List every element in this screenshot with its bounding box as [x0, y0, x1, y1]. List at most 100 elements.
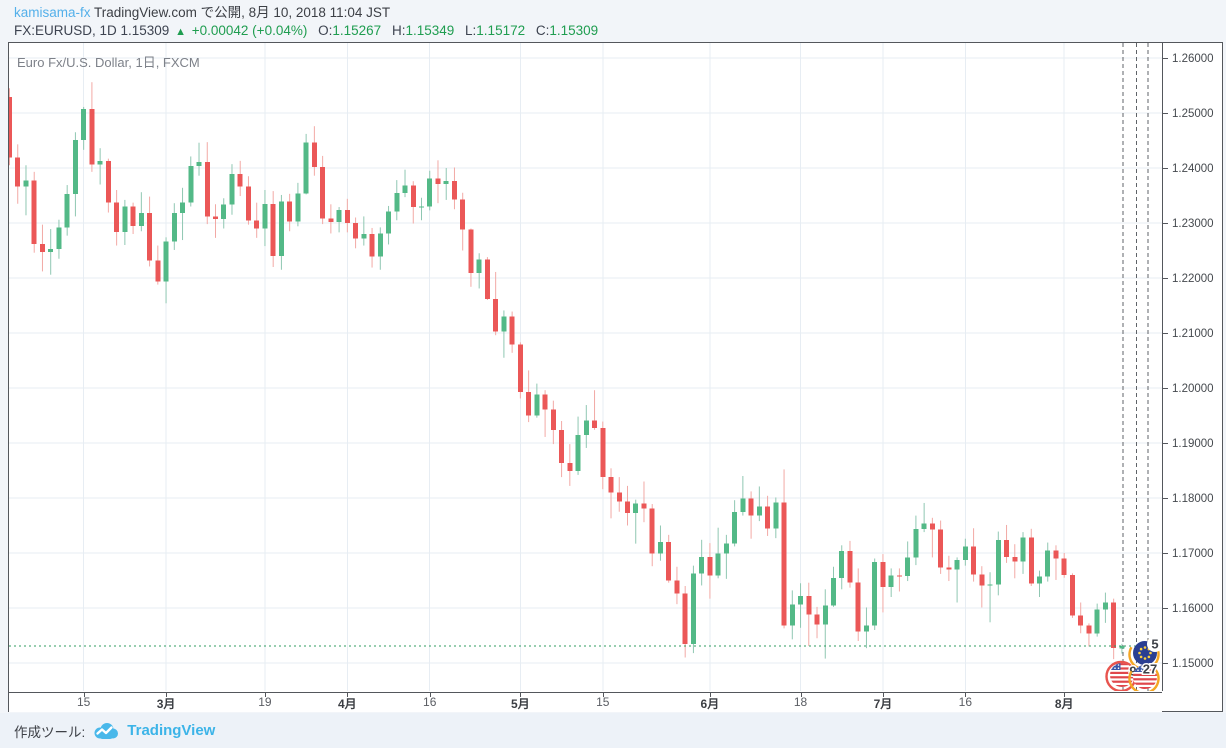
candle-body	[781, 502, 787, 626]
candle-body	[476, 259, 482, 274]
candle-body	[633, 503, 639, 513]
candle-body	[155, 260, 161, 282]
candle-body	[674, 580, 680, 594]
candle-body	[567, 462, 573, 472]
up-arrow-icon: ▲	[175, 26, 186, 38]
candle-body	[56, 227, 62, 249]
candle-body	[1045, 550, 1051, 577]
candle-body	[1102, 602, 1108, 610]
candle-body	[278, 201, 284, 256]
time-tick-label: 16	[423, 695, 437, 709]
candle-body	[451, 181, 457, 200]
event-count-badge	[1147, 636, 1162, 652]
candle-body	[929, 523, 935, 530]
candle-body	[798, 595, 804, 605]
time-axis[interactable]: 15 3月 19 4月 16 5月 15 6月 18 7月 16 8月	[9, 692, 1162, 712]
candle-body	[748, 498, 754, 516]
time-tick-mark	[264, 693, 266, 697]
time-tick-label: 15	[76, 695, 91, 709]
candle-body	[1094, 609, 1100, 634]
candle-body	[550, 409, 556, 430]
candle-body	[270, 203, 276, 256]
candle-body	[583, 420, 589, 435]
time-tick-label: 5月	[511, 697, 530, 711]
candle-body	[97, 160, 103, 165]
candle-body	[641, 503, 647, 509]
candle-body	[822, 605, 828, 625]
candle-body	[559, 429, 565, 463]
candle-body	[1111, 602, 1117, 649]
candle-body	[410, 185, 416, 208]
candle-body	[31, 180, 37, 244]
time-tick-mark	[429, 693, 431, 697]
candle-body	[229, 174, 235, 205]
candle-body	[328, 218, 334, 222]
candle-body	[15, 157, 21, 187]
candle-body	[756, 506, 762, 516]
candle-body	[386, 211, 392, 234]
publisher-link[interactable]: kamisama-fx	[14, 5, 91, 20]
candle-body	[666, 542, 672, 581]
price-axis[interactable]: 1.26000 1.25000 1.24000 1.23000 1.22000 1.210…	[1163, 43, 1222, 691]
candle-body	[880, 561, 886, 588]
candle-body	[995, 539, 1001, 585]
event-count-label: 5	[1151, 637, 1158, 652]
candle-body	[839, 550, 845, 578]
candle-body	[863, 625, 869, 632]
candle-body	[1069, 575, 1075, 616]
event-marker-us-flag[interactable]: 27	[1126, 660, 1162, 691]
time-tick-mark	[1064, 693, 1066, 697]
candle-body	[723, 543, 729, 554]
candle-body	[913, 528, 919, 558]
made-with-label: 作成ツール:	[14, 724, 86, 740]
time-tick-mark	[520, 693, 522, 697]
price-tick-label: 1.20000	[1163, 382, 1214, 396]
price-tick-label: 1.21000	[1163, 327, 1214, 341]
open-value: 1.15267	[332, 23, 382, 38]
candle-body	[245, 186, 251, 221]
us-flag-icon	[1110, 663, 1134, 687]
candle-body	[1028, 537, 1034, 584]
candle-body	[114, 202, 120, 232]
event-marker-eu-flag[interactable]: 5	[1126, 635, 1162, 672]
event-marker-us-flag[interactable]: 9	[1105, 660, 1138, 691]
candle-body	[64, 193, 70, 228]
tradingview-brand-link[interactable]: TradingView	[127, 722, 216, 739]
candle-body	[855, 582, 861, 632]
candle-body	[221, 204, 227, 220]
event-count-label: 27	[1143, 662, 1157, 677]
high-value: 1.15349	[405, 23, 455, 38]
candle-body	[163, 241, 169, 282]
candle-body	[336, 209, 342, 222]
candle-body	[526, 391, 532, 416]
time-tick-mark	[965, 693, 967, 697]
candle-body	[361, 234, 367, 239]
candle-body	[1078, 615, 1084, 626]
candle-body	[872, 561, 878, 626]
candle-body	[311, 142, 317, 167]
candle-body	[295, 193, 301, 222]
low-label: L:	[465, 23, 477, 38]
time-tick-mark	[602, 693, 604, 697]
candle-body	[962, 546, 968, 561]
high-label: H:	[391, 23, 406, 38]
candle-body	[303, 142, 309, 194]
candle-body	[320, 166, 326, 219]
candle-body	[344, 209, 350, 223]
candle-body	[81, 109, 87, 140]
candle-body	[254, 220, 260, 229]
candle-body	[954, 560, 960, 570]
candle-body	[147, 213, 153, 261]
candle-body	[493, 298, 499, 332]
candle-body	[690, 573, 696, 644]
candle-body	[419, 206, 424, 208]
candle-body	[789, 604, 795, 626]
symbol-price: FX:EURUSD, 1D 1.15309	[14, 23, 170, 38]
time-tick-mark	[347, 693, 349, 697]
candle-body	[402, 185, 408, 193]
candle-body	[1012, 556, 1018, 562]
plot-area[interactable]: 5 9 27 Euro Fx/U.S. Dollar, 1日, FXCM	[9, 43, 1163, 691]
time-tick-mark	[882, 693, 884, 697]
candle-body	[682, 593, 688, 644]
